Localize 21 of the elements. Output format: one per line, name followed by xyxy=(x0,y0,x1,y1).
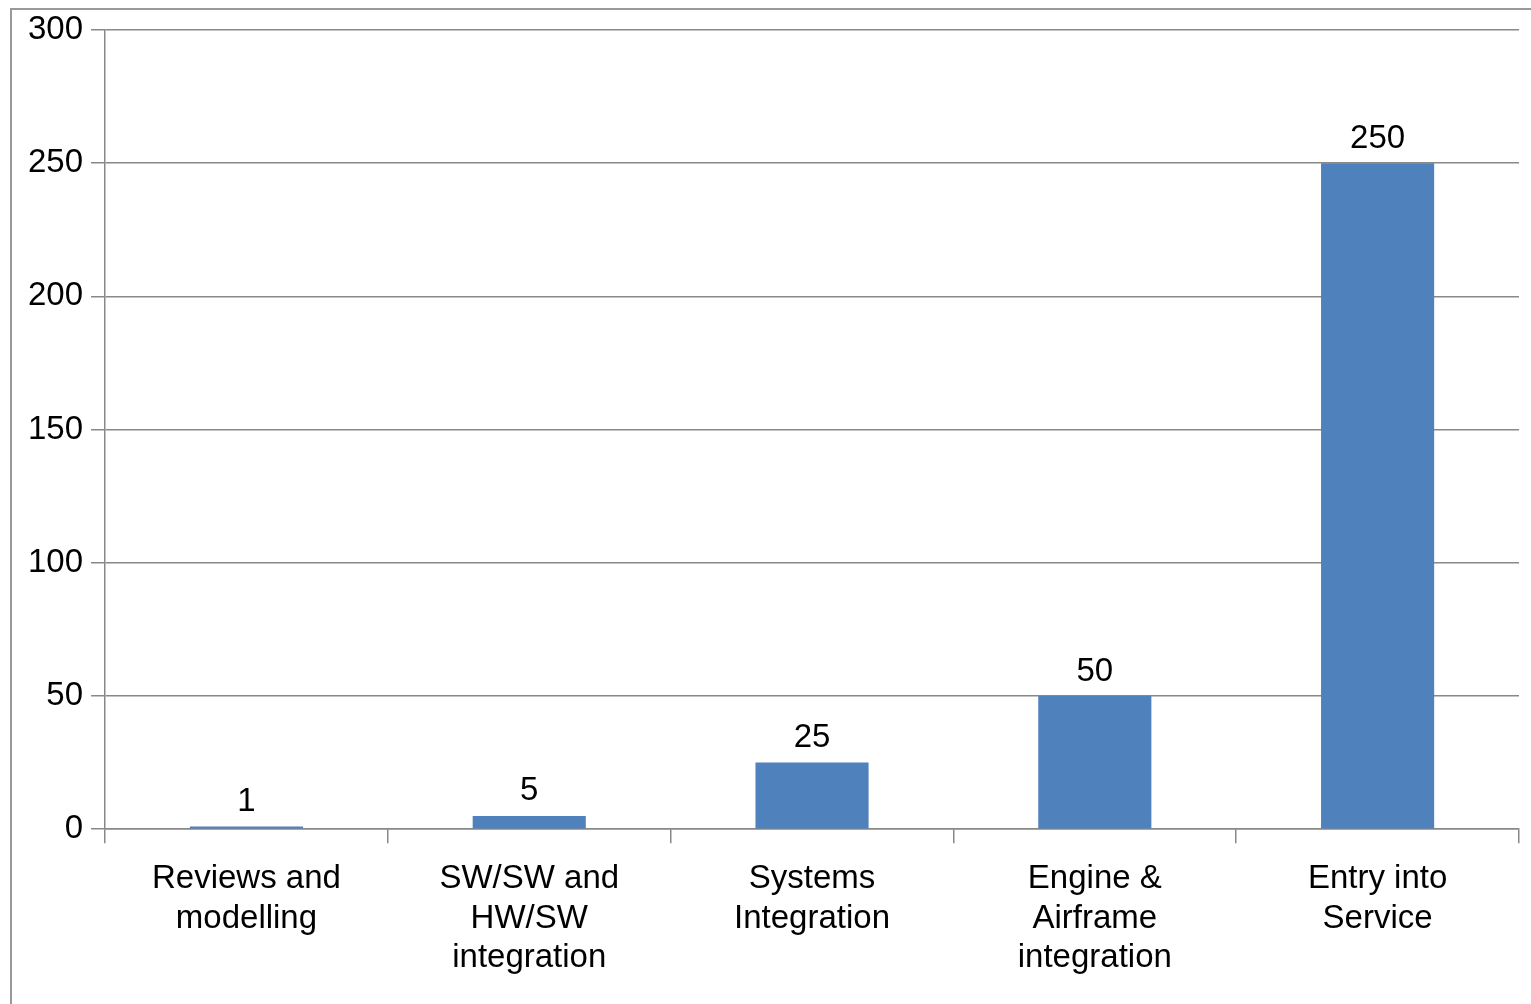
x-tick-label: Systems Integration xyxy=(734,858,891,935)
x-tick-label: Engine & Airframe integration xyxy=(1017,858,1172,975)
y-tick-label: 50 xyxy=(46,675,84,713)
data-label: 1 xyxy=(237,781,256,819)
y-tick-label: 100 xyxy=(28,541,84,579)
data-label: 5 xyxy=(520,770,539,808)
bar xyxy=(1038,696,1152,829)
x-tick-label: Entry into Service xyxy=(1307,858,1448,935)
data-label: 250 xyxy=(1350,117,1406,155)
y-tick-label: 200 xyxy=(28,275,84,313)
bar xyxy=(755,762,869,829)
bar xyxy=(1321,163,1435,829)
x-tick-label: Reviews and modelling xyxy=(151,858,341,935)
data-label: 25 xyxy=(793,717,831,755)
bar xyxy=(472,815,586,829)
y-tick-label: 150 xyxy=(28,408,84,446)
y-tick-label: 250 xyxy=(28,142,84,180)
x-tick-label: SW/SW and HW/SW integration xyxy=(439,858,620,975)
y-tick-label: 300 xyxy=(28,9,84,47)
data-label: 50 xyxy=(1076,650,1114,688)
y-tick-label: 0 xyxy=(64,808,84,846)
